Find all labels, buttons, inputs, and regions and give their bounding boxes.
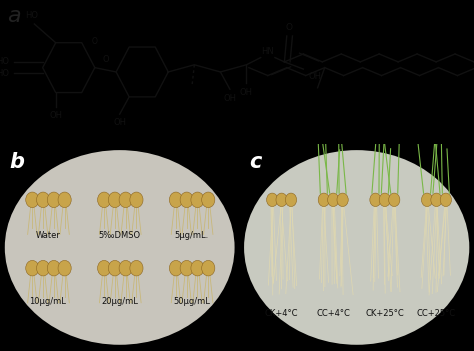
Text: 20μg/mL: 20μg/mL <box>101 297 138 306</box>
Text: Water: Water <box>36 231 60 239</box>
Ellipse shape <box>26 192 39 207</box>
Ellipse shape <box>98 260 111 276</box>
Text: OH: OH <box>240 88 253 97</box>
Text: O: O <box>102 55 109 64</box>
Text: b: b <box>9 152 25 172</box>
Ellipse shape <box>130 192 143 207</box>
Ellipse shape <box>276 193 287 206</box>
Ellipse shape <box>328 193 339 206</box>
Ellipse shape <box>109 260 121 276</box>
Ellipse shape <box>98 192 111 207</box>
Ellipse shape <box>370 193 381 206</box>
Text: 5‰DMSO: 5‰DMSO <box>99 231 141 239</box>
Ellipse shape <box>26 260 39 276</box>
Ellipse shape <box>431 193 442 206</box>
Text: HO: HO <box>0 57 9 66</box>
Ellipse shape <box>379 193 391 206</box>
Ellipse shape <box>191 260 204 276</box>
Ellipse shape <box>201 260 215 276</box>
Ellipse shape <box>440 193 451 206</box>
Ellipse shape <box>180 192 193 207</box>
Ellipse shape <box>58 260 71 276</box>
Ellipse shape <box>244 150 469 345</box>
Ellipse shape <box>191 192 204 207</box>
Text: HN: HN <box>261 47 273 56</box>
Ellipse shape <box>58 192 71 207</box>
Text: OH: OH <box>308 72 321 81</box>
Text: CC+4°C: CC+4°C <box>316 309 350 318</box>
Text: 5μg/mL.: 5μg/mL. <box>174 231 209 239</box>
Ellipse shape <box>36 192 50 207</box>
Text: CK+25°C: CK+25°C <box>365 309 404 318</box>
Ellipse shape <box>169 192 182 207</box>
Text: HO: HO <box>0 69 9 78</box>
Text: O: O <box>91 37 97 46</box>
Ellipse shape <box>318 193 329 206</box>
Text: OH: OH <box>49 111 62 120</box>
Text: CC+25°C: CC+25°C <box>417 309 456 318</box>
Text: HO: HO <box>26 11 38 20</box>
Text: O: O <box>286 23 292 32</box>
Ellipse shape <box>266 193 278 206</box>
Text: 10μg/mL: 10μg/mL <box>29 297 66 306</box>
Ellipse shape <box>47 192 61 207</box>
Ellipse shape <box>5 150 235 345</box>
Ellipse shape <box>47 260 61 276</box>
Text: c: c <box>249 152 261 172</box>
Text: OH: OH <box>113 119 126 127</box>
Ellipse shape <box>109 192 121 207</box>
Text: 50μg/mL: 50μg/mL <box>173 297 210 306</box>
Text: a: a <box>7 6 21 26</box>
Ellipse shape <box>119 192 132 207</box>
Ellipse shape <box>285 193 297 206</box>
Ellipse shape <box>389 193 400 206</box>
Ellipse shape <box>169 260 182 276</box>
Ellipse shape <box>337 193 348 206</box>
Ellipse shape <box>119 260 132 276</box>
Ellipse shape <box>201 192 215 207</box>
Ellipse shape <box>36 260 50 276</box>
Ellipse shape <box>130 260 143 276</box>
Ellipse shape <box>180 260 193 276</box>
Ellipse shape <box>421 193 433 206</box>
Text: OH: OH <box>223 94 237 102</box>
Text: CK+4°C: CK+4°C <box>265 309 298 318</box>
